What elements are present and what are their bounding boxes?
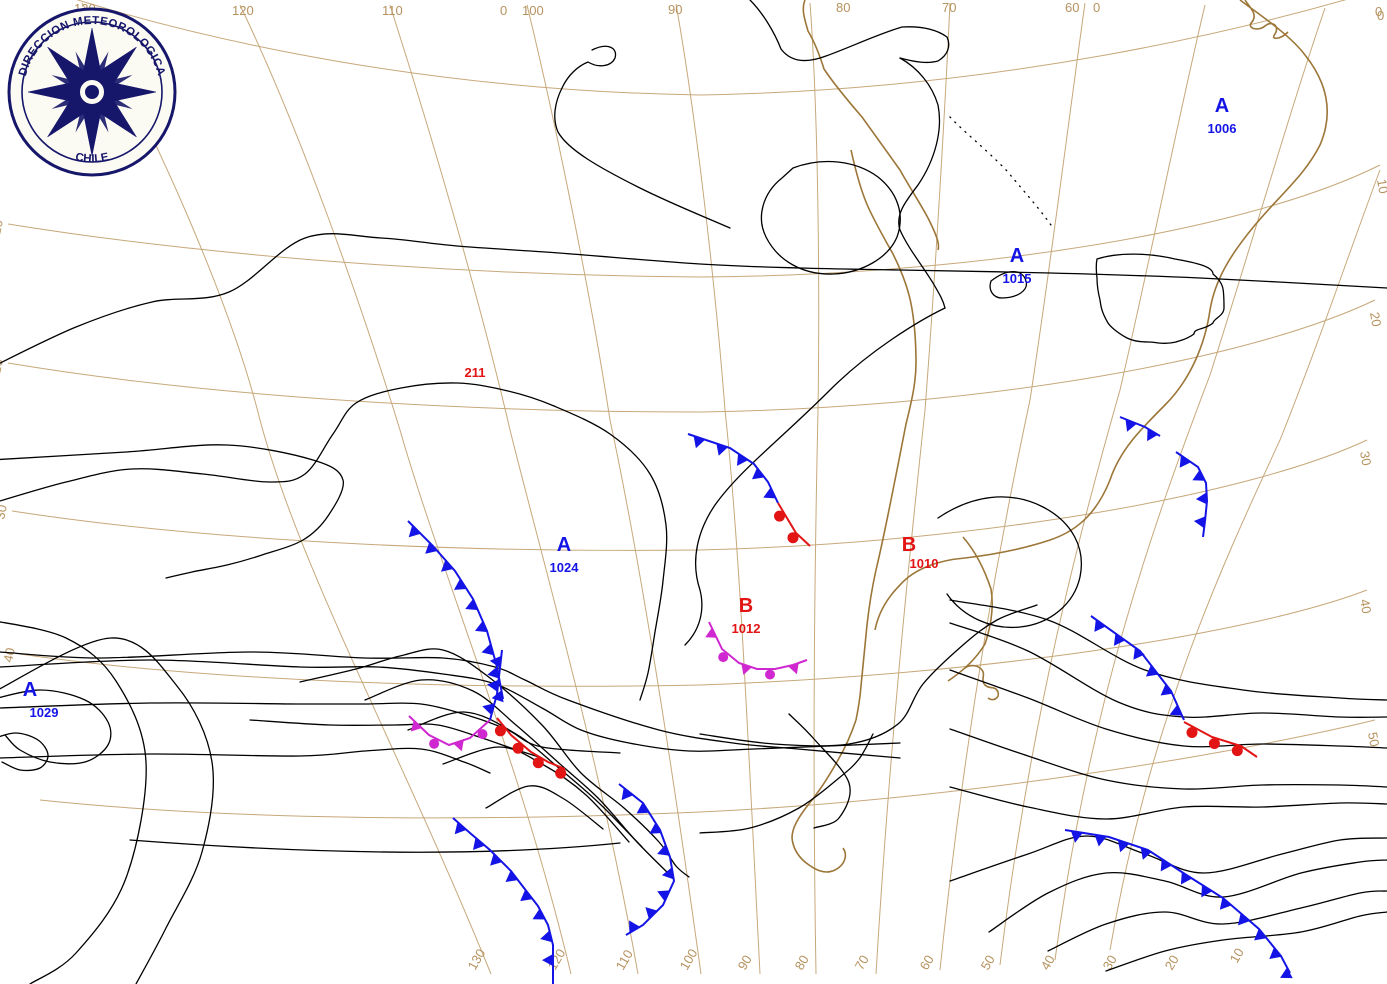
svg-text:20: 20: [1162, 952, 1182, 972]
svg-text:A: A: [23, 679, 37, 701]
svg-text:100: 100: [677, 946, 701, 972]
svg-text:1010: 1010: [910, 556, 939, 571]
svg-text:1024: 1024: [550, 560, 580, 575]
svg-text:30: 30: [0, 503, 10, 520]
svg-text:CHILE: CHILE: [74, 151, 110, 165]
svg-text:0: 0: [500, 3, 507, 18]
svg-text:80: 80: [792, 952, 812, 972]
svg-text:1015: 1015: [1003, 271, 1032, 286]
svg-text:1012: 1012: [732, 621, 761, 636]
svg-text:110: 110: [613, 947, 636, 972]
svg-text:B: B: [739, 595, 753, 617]
svg-text:120: 120: [232, 3, 254, 18]
svg-text:70: 70: [942, 0, 956, 15]
svg-text:90: 90: [668, 2, 682, 17]
svg-text:60: 60: [1065, 0, 1079, 15]
svg-text:211: 211: [465, 365, 486, 380]
svg-text:60: 60: [917, 952, 937, 972]
svg-text:A: A: [1010, 245, 1024, 267]
svg-text:110: 110: [382, 3, 403, 18]
svg-text:40: 40: [1038, 952, 1058, 972]
svg-text:50: 50: [1365, 731, 1382, 748]
svg-text:10: 10: [1227, 945, 1247, 965]
svg-text:30: 30: [1357, 450, 1374, 467]
svg-text:B: B: [902, 534, 916, 556]
svg-text:130: 130: [465, 946, 489, 972]
svg-text:20: 20: [1367, 311, 1384, 328]
svg-text:A: A: [1215, 95, 1229, 117]
svg-text:80: 80: [836, 0, 850, 15]
svg-text:40: 40: [0, 646, 18, 663]
svg-text:100: 100: [522, 3, 544, 18]
svg-text:1006: 1006: [1208, 121, 1237, 136]
svg-text:1029: 1029: [30, 705, 59, 720]
svg-text:0: 0: [1377, 8, 1384, 23]
svg-text:70: 70: [852, 952, 872, 972]
svg-text:10: 10: [1374, 178, 1387, 195]
svg-text:10: 10: [0, 218, 6, 235]
svg-text:50: 50: [978, 952, 998, 972]
svg-text:0: 0: [1093, 0, 1100, 15]
svg-text:A: A: [557, 534, 571, 556]
svg-text:90: 90: [735, 952, 755, 972]
svg-text:40: 40: [1357, 598, 1374, 615]
